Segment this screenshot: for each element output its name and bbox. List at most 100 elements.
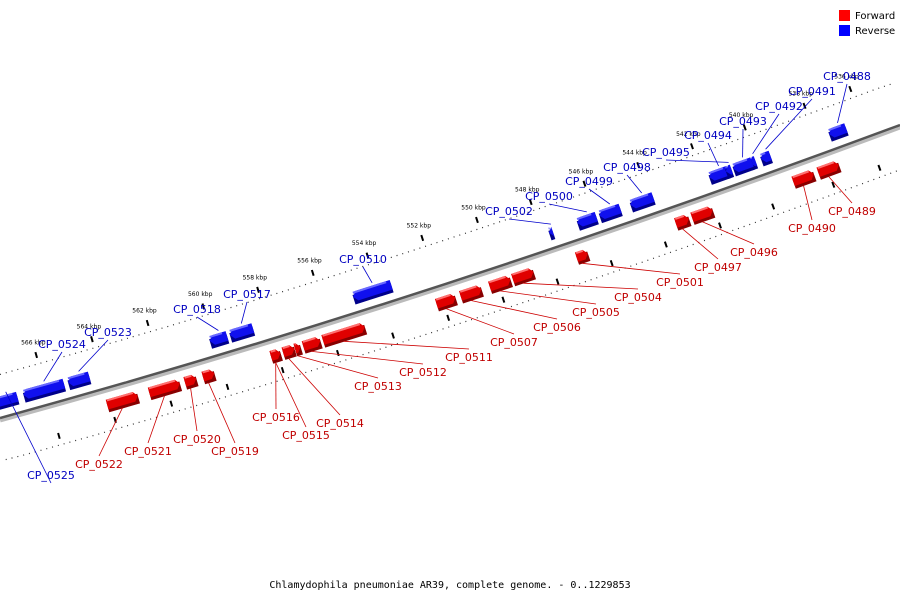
gene-label-forward: CP_0505	[572, 306, 620, 319]
tick-mark	[280, 366, 285, 374]
gene-arrow	[791, 170, 814, 186]
gene-label-reverse: CP_0495	[642, 146, 690, 159]
leader-line	[828, 176, 853, 204]
gene-highlight	[435, 294, 451, 301]
gene-label-reverse: CP_0488	[823, 70, 871, 83]
gene-arrow	[725, 164, 734, 175]
tick-mark	[145, 319, 150, 327]
gene-label-forward: CP_0512	[399, 366, 447, 379]
gene-arrow	[690, 206, 713, 223]
genome-axis	[0, 123, 900, 423]
gene-cp-0491	[760, 150, 773, 167]
gene-highlight	[817, 161, 835, 170]
gene-arrow	[105, 392, 138, 410]
gene-label-reverse: CP_0493	[719, 115, 767, 128]
gene-label-reverse: CP_0494	[684, 129, 732, 142]
gene-arrow	[630, 192, 655, 209]
gene-arrow	[229, 323, 255, 339]
gene-label-reverse: CP_0492	[755, 100, 803, 113]
gene-highlight	[575, 249, 584, 255]
leader-line	[523, 282, 639, 290]
tick-mark	[446, 314, 451, 321]
gene-highlight	[760, 152, 766, 156]
gene-cp-0495	[725, 164, 735, 179]
leader-line	[837, 83, 848, 124]
gene-highlight	[598, 205, 616, 213]
gene-cp-0518	[209, 331, 230, 349]
gene-cp-0516	[269, 349, 283, 364]
tick-mark	[475, 216, 479, 224]
gene-label-forward: CP_0496	[730, 246, 778, 259]
gene-cp-0522	[105, 392, 141, 413]
tick-mark	[501, 296, 506, 303]
gene-cp-0488	[828, 123, 849, 142]
tick-mark	[528, 198, 533, 206]
gene-cp-0517	[229, 323, 256, 343]
leader-line	[548, 203, 587, 213]
gene-highlight	[282, 345, 290, 350]
gene-label-reverse: CP_0510	[339, 253, 387, 266]
gene-label-forward: CP_0504	[614, 291, 662, 304]
gene-arrow	[0, 391, 19, 407]
gene-cp-0512	[301, 337, 323, 354]
gene-arrow	[709, 165, 730, 181]
tick-label: 564 kbp	[77, 324, 102, 331]
gene-cp-0500	[576, 211, 599, 231]
tick-mark	[742, 124, 747, 131]
gene-highlight	[459, 285, 477, 293]
forward-legend-label: Forward	[855, 11, 895, 22]
gene-arrow	[353, 279, 393, 301]
tick-mark	[771, 203, 776, 210]
gene-cp-0489	[816, 161, 842, 180]
gene-highlight	[792, 170, 810, 179]
gene-highlight	[488, 275, 506, 284]
forward-swatch	[839, 10, 850, 21]
leader-line	[147, 395, 165, 444]
tick-mark	[365, 252, 370, 259]
inner-dotted-track	[5, 169, 900, 461]
gene-highlight	[576, 213, 592, 220]
tick-mark	[420, 234, 425, 242]
gene-label-forward: CP_0515	[282, 429, 330, 442]
leader-line	[626, 174, 643, 194]
gene-cp-0523	[67, 371, 92, 391]
gene-label-forward: CP_0490	[788, 222, 836, 235]
gene-label-reverse: CP_0491	[788, 85, 836, 98]
leader-line	[803, 185, 813, 221]
leader-line	[343, 340, 470, 350]
leader-line	[240, 301, 248, 324]
gene-cp-0496	[690, 206, 716, 225]
leader-line	[275, 362, 307, 428]
genome-axis-shadow	[0, 124, 900, 423]
leader-line	[508, 218, 551, 225]
gene-labels: CP_0489 CP_0490 CP_0496 CP_0497 CP_0501 CP_05…	[5, 70, 876, 484]
leader-line	[470, 300, 558, 320]
tick-mark	[90, 336, 94, 343]
gene-highlight	[322, 323, 361, 337]
tick-label: 560 kbp	[188, 291, 213, 298]
tick-mark	[57, 432, 61, 440]
leader-line	[362, 266, 373, 283]
gene-highlight	[202, 369, 210, 374]
tick-mark	[848, 85, 853, 93]
tick-mark	[391, 332, 395, 339]
gene-cp-0498	[629, 192, 656, 213]
gene-highlight	[725, 166, 727, 169]
gene-highlight	[67, 372, 85, 380]
gene-features	[0, 123, 849, 413]
gene-arrow	[23, 378, 66, 399]
tick-mark	[802, 102, 807, 110]
tick-mark	[336, 349, 340, 357]
tick-label: 552 kbp	[407, 222, 432, 229]
tick-mark	[609, 260, 614, 267]
tick-label: 566 kbp	[21, 339, 46, 346]
leader-line	[311, 351, 424, 365]
gene-label-forward: CP_0521	[124, 445, 172, 458]
tick-mark	[169, 400, 174, 407]
gene-cp-0514	[281, 345, 297, 360]
gene-arrow	[147, 379, 180, 398]
leader-line	[5, 391, 52, 484]
tick-label: 544 kbp	[622, 150, 647, 157]
leader-line	[752, 113, 780, 155]
gene-label-forward: CP_0506	[533, 321, 581, 334]
